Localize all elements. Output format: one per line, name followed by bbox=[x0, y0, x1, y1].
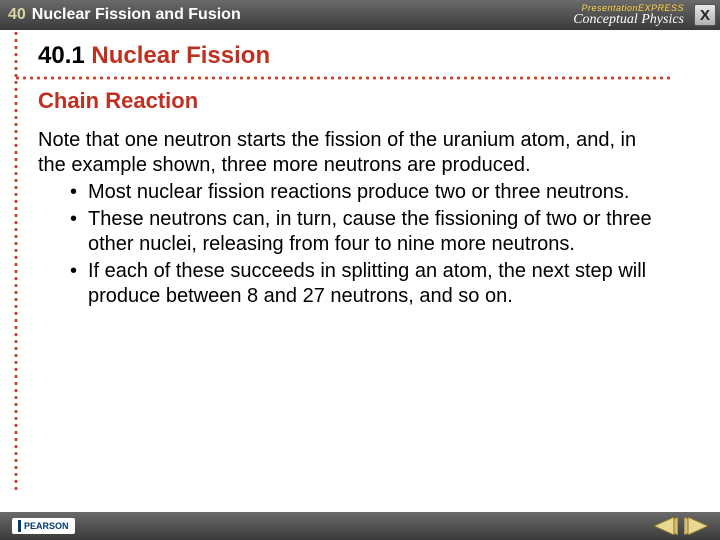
nav-buttons bbox=[654, 517, 708, 535]
chapter-number: 40 bbox=[8, 6, 26, 24]
brand-block: PresentationEXPRESS Conceptual Physics bbox=[573, 4, 684, 27]
close-icon: X bbox=[700, 7, 710, 24]
intro-text: Note that one neutron starts the fission… bbox=[38, 128, 658, 178]
publisher-logo: PEARSON bbox=[12, 518, 75, 534]
list-item: These neutrons can, in turn, cause the f… bbox=[70, 207, 696, 257]
bullet-list: Most nuclear fission reactions produce t… bbox=[38, 180, 696, 309]
horizontal-dotted-line bbox=[14, 76, 674, 80]
logo-bar-icon bbox=[18, 520, 21, 532]
close-button[interactable]: X bbox=[694, 4, 716, 26]
next-button[interactable] bbox=[684, 517, 708, 535]
header-right: PresentationEXPRESS Conceptual Physics X bbox=[573, 4, 716, 27]
list-item: Most nuclear fission reactions produce t… bbox=[70, 180, 696, 205]
content-area: 40.1 Nuclear Fission Chain Reaction Note… bbox=[0, 30, 720, 309]
brand-bottom-text: Conceptual Physics bbox=[573, 13, 684, 27]
header-left: 40 Nuclear Fission and Fusion bbox=[8, 6, 241, 24]
header-bar: 40 Nuclear Fission and Fusion Presentati… bbox=[0, 0, 720, 30]
section-title: 40.1 Nuclear Fission bbox=[38, 42, 696, 70]
chapter-title: Nuclear Fission and Fusion bbox=[32, 6, 241, 24]
section-name: Nuclear Fission bbox=[91, 42, 270, 69]
list-item: If each of these succeeds in splitting a… bbox=[70, 259, 696, 309]
publisher-name: PEARSON bbox=[24, 521, 69, 531]
footer-bar: PEARSON bbox=[0, 512, 720, 540]
subtitle: Chain Reaction bbox=[38, 88, 696, 114]
prev-button[interactable] bbox=[654, 517, 678, 535]
vertical-dotted-line bbox=[14, 30, 18, 490]
section-number: 40.1 bbox=[38, 42, 85, 69]
